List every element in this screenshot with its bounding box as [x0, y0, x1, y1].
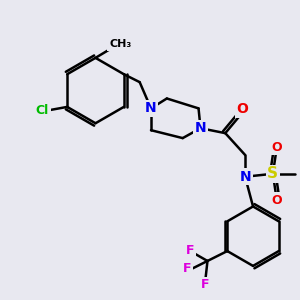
Text: CH₃: CH₃ [109, 39, 131, 49]
Text: Cl: Cl [36, 104, 49, 117]
Text: F: F [182, 262, 191, 275]
Text: O: O [272, 140, 282, 154]
Text: N: N [145, 101, 157, 116]
Text: O: O [236, 102, 248, 116]
Text: O: O [272, 194, 282, 207]
Text: N: N [239, 170, 251, 184]
Text: S: S [267, 166, 278, 181]
Text: F: F [185, 244, 194, 256]
Text: F: F [201, 278, 210, 291]
Text: N: N [195, 121, 206, 135]
